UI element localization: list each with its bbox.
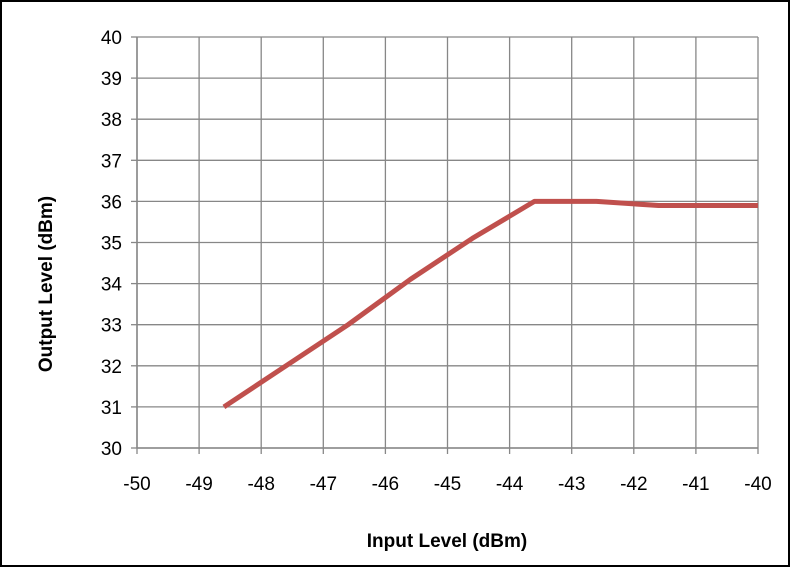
series-layer bbox=[222, 198, 758, 409]
y-tick-label: 31 bbox=[101, 398, 122, 419]
x-tick-labels: -50 -49 -48 -47 -46 -45 -44 -43 -42 -41 -40 bbox=[123, 474, 771, 495]
x-tick-label: -47 bbox=[310, 474, 337, 495]
y-tick-label: 36 bbox=[101, 192, 122, 213]
y-tick-label: 34 bbox=[101, 275, 123, 296]
y-tick-label: 30 bbox=[101, 439, 122, 460]
x-tick-label: -43 bbox=[558, 474, 585, 495]
x-tick-label: -44 bbox=[496, 474, 524, 495]
grid bbox=[131, 36, 759, 454]
y-axis-title: Output Level (dBm) bbox=[36, 196, 57, 372]
x-tick-label: -50 bbox=[123, 474, 150, 495]
x-tick-label: -46 bbox=[372, 474, 399, 495]
y-tick-label: 38 bbox=[101, 110, 122, 131]
x-tick-label: -40 bbox=[744, 474, 771, 495]
y-tick-label: 32 bbox=[101, 357, 122, 378]
x-tick-label: -41 bbox=[682, 474, 709, 495]
x-tick-label: -42 bbox=[620, 474, 647, 495]
y-tick-label: 37 bbox=[101, 151, 122, 172]
y-tick-label: 40 bbox=[101, 28, 122, 49]
y-tick-label: 35 bbox=[101, 234, 122, 255]
axes bbox=[136, 37, 758, 449]
x-tick-label: -48 bbox=[247, 474, 274, 495]
y-tick-label: 39 bbox=[101, 69, 122, 90]
y-tick-label: 33 bbox=[101, 316, 122, 337]
x-tick-label: -45 bbox=[434, 474, 461, 495]
x-axis-title: Input Level (dBm) bbox=[367, 531, 527, 552]
y-tick-labels: 30 31 32 33 34 35 36 37 38 39 40 bbox=[101, 28, 123, 460]
x-tick-label: -49 bbox=[185, 474, 212, 495]
series-line-0 bbox=[222, 198, 758, 409]
